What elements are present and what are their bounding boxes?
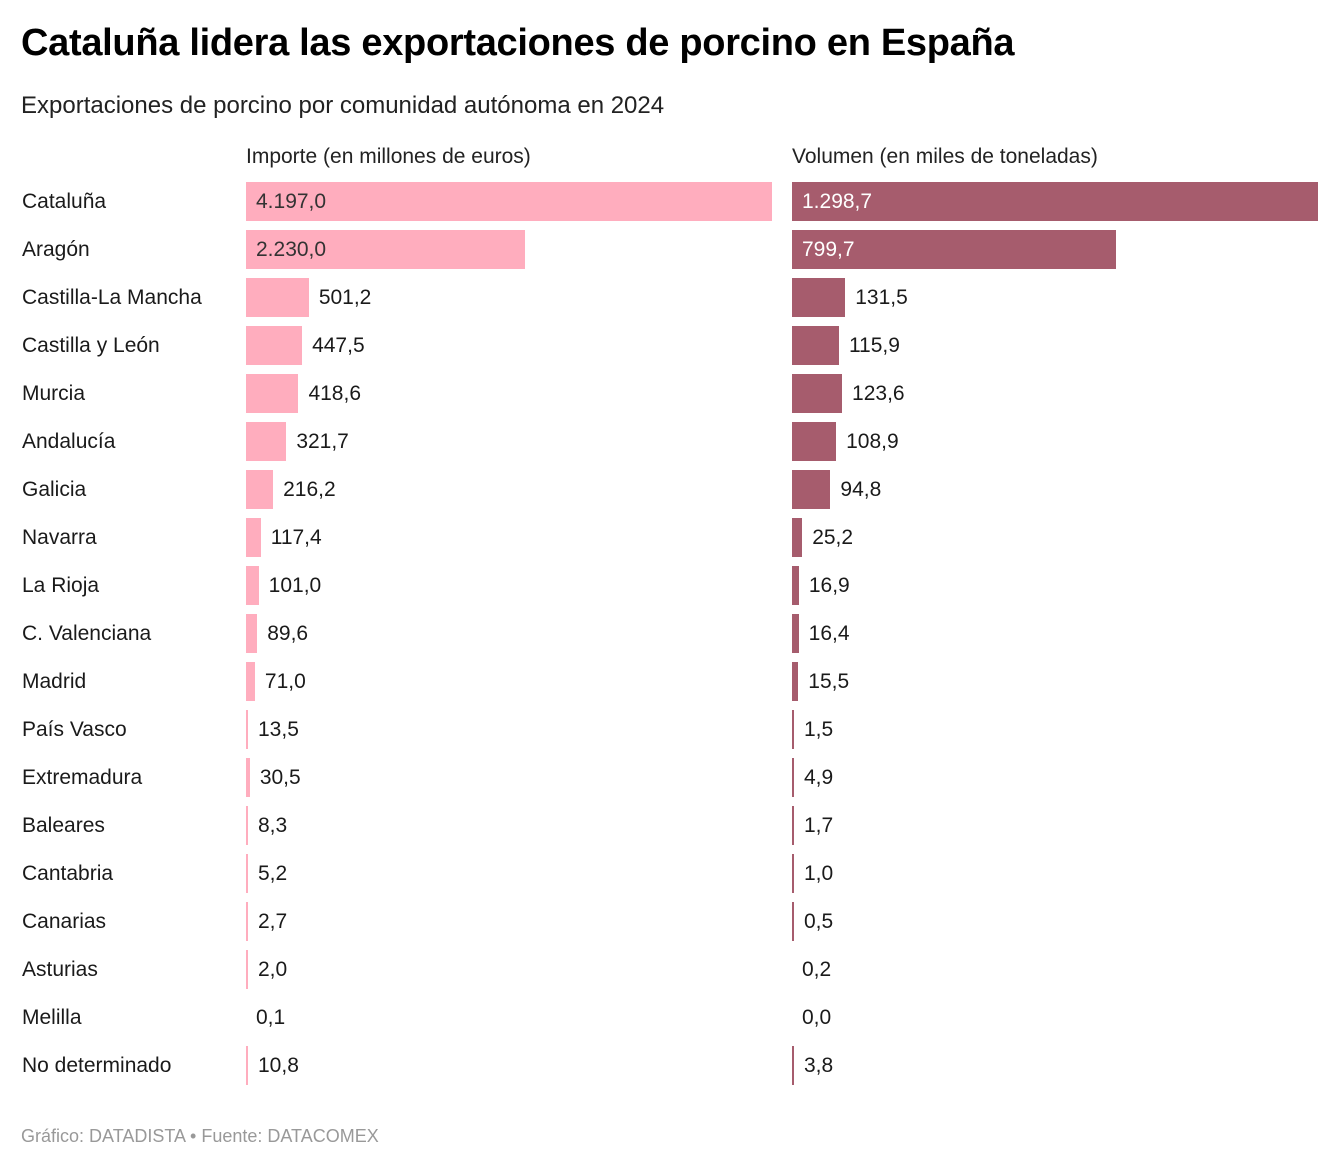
importe-bar — [246, 278, 309, 317]
importe-bar — [246, 326, 303, 365]
category-label: Galicia — [22, 478, 87, 501]
importe-value-label: 71,0 — [264, 670, 306, 693]
importe-value-label: 5,2 — [258, 862, 288, 885]
importe-bar — [246, 806, 248, 845]
volumen-value-label: 16,4 — [808, 622, 850, 645]
importe-value-label: 101,0 — [268, 574, 322, 597]
importe-bar — [246, 710, 248, 749]
category-label: Murcia — [22, 382, 86, 405]
volumen-value-label: 108,9 — [846, 430, 899, 453]
importe-bar — [246, 182, 772, 221]
volumen-bar — [792, 374, 843, 413]
category-label: Castilla y León — [22, 334, 160, 357]
importe-bar — [246, 758, 250, 797]
importe-bar — [246, 1046, 248, 1085]
category-label: Melilla — [22, 1006, 82, 1029]
category-label: Baleares — [22, 814, 105, 837]
importe-bar — [246, 374, 299, 413]
category-label: Canarias — [22, 910, 107, 933]
volumen-value-label: 0,5 — [804, 910, 834, 933]
importe-value-label: 4.197,0 — [256, 190, 327, 213]
category-label: La Rioja — [22, 574, 100, 597]
category-label: País Vasco — [22, 718, 127, 741]
importe-value-label: 117,4 — [270, 526, 322, 549]
volumen-bar — [792, 662, 799, 701]
importe-bar — [246, 854, 248, 893]
importe-header: Importe (en millones de euros) — [246, 145, 531, 168]
volumen-value-label: 15,5 — [808, 670, 850, 693]
importe-bar — [246, 566, 259, 605]
importe-value-label: 501,2 — [318, 286, 372, 309]
volumen-value-label: 94,8 — [840, 478, 882, 501]
category-label: C. Valenciana — [22, 622, 152, 645]
volumen-bar — [792, 902, 794, 941]
importe-value-label: 10,8 — [258, 1054, 299, 1077]
volumen-bar — [792, 566, 799, 605]
category-label: Madrid — [22, 670, 87, 693]
category-label: Andalucía — [22, 430, 116, 453]
category-label: Aragón — [22, 238, 90, 261]
importe-bar — [246, 470, 274, 509]
category-label: Cataluña — [22, 190, 107, 213]
volumen-bar — [792, 518, 803, 557]
volumen-bar — [792, 230, 1116, 269]
importe-value-label: 8,3 — [258, 814, 288, 837]
volumen-value-label: 1,7 — [804, 814, 834, 837]
volumen-value-label: 1,0 — [804, 862, 834, 885]
volumen-header: Volumen (en miles de toneladas) — [792, 145, 1098, 168]
importe-bar — [246, 518, 261, 557]
importe-value-label: 89,6 — [267, 622, 309, 645]
volumen-value-label: 4,9 — [804, 766, 834, 789]
importe-value-label: 2,0 — [258, 958, 288, 981]
source-footer: Gráfico: DATADISTA • Fuente: DATACOMEX — [21, 1126, 379, 1146]
volumen-bar — [792, 854, 794, 893]
category-label: Asturias — [22, 958, 98, 981]
volumen-bar — [792, 470, 831, 509]
volumen-bar — [792, 806, 794, 845]
volumen-value-label: 123,6 — [852, 382, 905, 405]
volumen-bar — [792, 1046, 794, 1085]
volumen-bar — [792, 710, 794, 749]
chart-title: Cataluña lidera las exportaciones de por… — [21, 22, 1015, 64]
importe-value-label: 30,5 — [259, 766, 301, 789]
volumen-value-label: 25,2 — [812, 526, 854, 549]
importe-bar — [246, 950, 248, 989]
volumen-value-label: 131,5 — [855, 286, 908, 309]
volumen-bar — [792, 326, 839, 365]
volumen-value-label: 0,0 — [802, 1006, 832, 1029]
category-label: Cantabria — [22, 862, 114, 885]
chart-subtitle: Exportaciones de porcino por comunidad a… — [21, 92, 665, 119]
volumen-value-label: 3,8 — [804, 1054, 834, 1077]
category-label: Navarra — [22, 526, 97, 549]
volumen-bar — [792, 182, 1318, 221]
importe-value-label: 0,1 — [256, 1006, 286, 1029]
volumen-bar — [792, 278, 846, 317]
volumen-value-label: 115,9 — [848, 334, 900, 357]
importe-value-label: 447,5 — [312, 334, 365, 357]
importe-value-label: 321,7 — [296, 430, 349, 453]
volumen-value-label: 799,7 — [802, 238, 855, 261]
importe-bar — [246, 422, 287, 461]
volumen-bar — [792, 758, 794, 797]
category-label: No determinado — [22, 1054, 172, 1077]
importe-bar — [246, 230, 526, 269]
volumen-bar — [792, 614, 799, 653]
importe-value-label: 216,2 — [283, 478, 336, 501]
importe-value-label: 2,7 — [258, 910, 288, 933]
volumen-value-label: 1.298,7 — [802, 190, 873, 213]
category-label: Extremadura — [22, 766, 143, 789]
volumen-value-label: 0,2 — [802, 958, 832, 981]
importe-value-label: 2.230,0 — [256, 238, 327, 261]
importe-bar — [246, 662, 255, 701]
category-label: Castilla-La Mancha — [22, 286, 202, 309]
importe-bar — [246, 902, 248, 941]
volumen-value-label: 16,9 — [808, 574, 850, 597]
importe-value-label: 418,6 — [308, 382, 362, 405]
importe-value-label: 13,5 — [258, 718, 299, 741]
volumen-bar — [792, 422, 837, 461]
importe-bar — [246, 614, 258, 653]
volumen-value-label: 1,5 — [804, 718, 834, 741]
